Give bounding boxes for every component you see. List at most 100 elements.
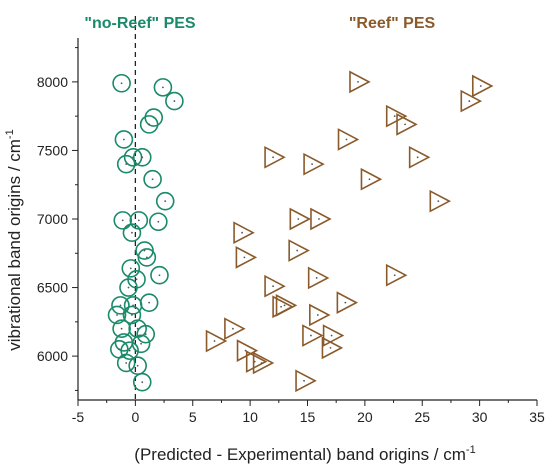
reef-point — [336, 291, 359, 314]
circle-marker — [132, 147, 152, 167]
reef-point — [321, 336, 344, 360]
triangle-marker — [360, 167, 383, 191]
x-tick-label: 20 — [357, 409, 373, 425]
y-axis-title-text: vibrational band origins / cm — [5, 139, 24, 351]
reef-point — [289, 207, 312, 231]
marker-center-dot — [119, 304, 122, 307]
no-reef-point — [116, 154, 136, 174]
marker-center-dot — [393, 115, 396, 118]
triangle-marker — [275, 294, 298, 317]
no-reef-point — [120, 341, 139, 360]
marker-center-dot — [148, 301, 151, 304]
x-tick-label: 0 — [131, 409, 139, 425]
marker-center-dot — [213, 340, 216, 342]
no-reef-point — [128, 356, 147, 376]
circle-marker — [114, 130, 134, 149]
reef-point — [272, 295, 294, 319]
axis-titles: (Predicted - Experimental) band origins … — [4, 129, 476, 464]
reef-point — [205, 329, 228, 353]
marker-center-dot — [345, 138, 348, 141]
y-tick-label: 8000 — [37, 74, 68, 90]
triangle-marker — [233, 221, 255, 245]
legend-layer: "no-Reef" PES "Reef" PES — [84, 15, 435, 32]
triangle-marker — [337, 128, 360, 151]
y-axis-title-sup: -1 — [4, 129, 16, 139]
reef-point — [275, 294, 298, 317]
marker-center-dot — [479, 85, 482, 87]
reef-point — [471, 74, 494, 98]
triangle-marker — [245, 350, 268, 373]
reef-point — [385, 104, 408, 128]
triangle-marker — [264, 145, 286, 169]
no-reef-point — [112, 73, 131, 93]
reef-point — [349, 70, 371, 94]
marker-center-dot — [368, 178, 371, 181]
triangle-marker — [295, 369, 317, 393]
circle-marker — [120, 341, 139, 360]
marker-center-dot — [241, 231, 243, 234]
no-reef-point — [143, 169, 162, 189]
ticks-layer: -5 0 5 10 15 20 25 30 35 6000 6500 7000 7500 8000 — [37, 47, 545, 425]
circle-marker — [119, 278, 138, 297]
marker-center-dot — [127, 286, 130, 289]
marker-center-dot — [135, 278, 138, 281]
x-tick-label: 15 — [300, 409, 316, 425]
reef-point — [360, 167, 383, 191]
circle-marker — [113, 211, 133, 230]
circle-marker — [155, 191, 175, 211]
no-reef-point — [121, 259, 141, 278]
y-tick-label: 6000 — [37, 348, 68, 364]
reef-point — [309, 303, 331, 327]
legend-reef-label: "Reef" PES — [349, 15, 436, 32]
marker-center-dot — [437, 200, 440, 203]
triangle-marker — [205, 329, 228, 353]
marker-center-dot — [120, 82, 123, 85]
reef-point — [224, 317, 246, 341]
marker-center-dot — [157, 220, 160, 223]
circle-marker — [111, 296, 130, 315]
circle-marker — [121, 259, 141, 278]
marker-center-dot — [151, 178, 154, 181]
x-tick-label: 35 — [529, 409, 545, 425]
triangle-marker — [471, 74, 494, 98]
y-tick-label: 6500 — [37, 280, 68, 296]
no-reef-point — [132, 147, 152, 167]
marker-center-dot — [357, 80, 359, 83]
circle-marker — [123, 296, 143, 315]
circle-marker — [150, 265, 169, 285]
no-reef-point — [137, 248, 157, 267]
reef-point — [322, 324, 345, 347]
marker-center-dot — [158, 274, 161, 277]
x-tick-label: 10 — [242, 409, 258, 425]
marker-center-dot — [393, 274, 396, 277]
circle-marker — [165, 91, 184, 111]
marker-center-dot — [173, 100, 176, 102]
no-reef-point — [139, 115, 159, 134]
marker-center-dot — [123, 138, 125, 141]
circle-marker — [116, 353, 136, 373]
circle-marker — [112, 73, 131, 93]
no-reef-point — [129, 211, 149, 230]
marker-center-dot — [272, 156, 274, 159]
no-reef-point — [112, 319, 131, 338]
no-reef-point — [122, 223, 142, 243]
triangle-marker — [349, 70, 371, 94]
marker-center-dot — [148, 123, 151, 126]
marker-center-dot — [145, 256, 148, 259]
x-axis-title: (Predicted - Experimental) band origins … — [134, 444, 475, 464]
circle-marker — [107, 305, 127, 325]
marker-center-dot — [125, 163, 128, 166]
marker-center-dot — [141, 381, 144, 384]
no-reef-point — [132, 372, 152, 392]
reef-point — [302, 324, 324, 347]
marker-center-dot — [120, 327, 123, 330]
marker-center-dot — [272, 285, 274, 288]
reef-point — [264, 145, 286, 169]
marker-center-dot — [310, 334, 312, 337]
marker-center-dot — [283, 304, 286, 307]
marker-center-dot — [164, 200, 167, 203]
x-tick-label: 5 — [189, 409, 197, 425]
marker-center-dot — [137, 219, 140, 222]
marker-center-dot — [141, 156, 144, 159]
